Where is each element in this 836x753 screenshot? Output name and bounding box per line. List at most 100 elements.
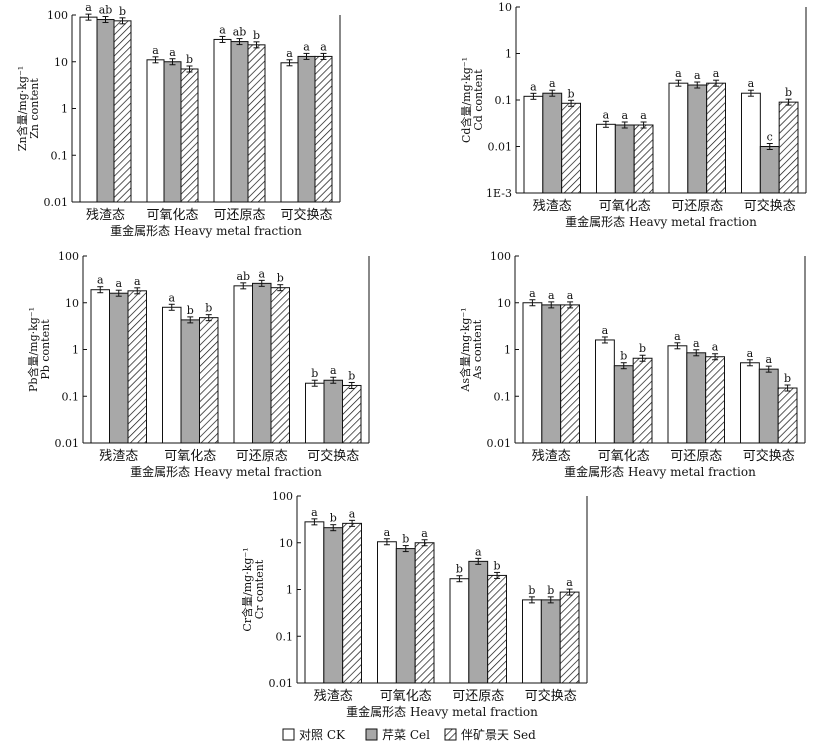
significance-letter: a xyxy=(693,337,700,350)
x-axis-title: 重金属形态 Heavy metal fraction xyxy=(130,464,322,479)
significance-letter: a xyxy=(115,277,122,290)
significance-letter: ab xyxy=(99,4,113,17)
significance-letter: a xyxy=(320,40,327,53)
y-tick-label: 1 xyxy=(504,344,511,357)
significance-letter: a xyxy=(475,545,482,558)
x-axis-title: 重金属形态 Heavy metal fraction xyxy=(110,223,302,238)
x-tick-label: 残渣态 xyxy=(532,449,571,464)
significance-letter: a xyxy=(168,291,175,304)
legend-swatch-cel xyxy=(365,728,378,741)
bar-cel xyxy=(540,599,561,684)
bar-cel xyxy=(96,19,115,203)
bar-sed xyxy=(314,55,333,203)
significance-letter: b xyxy=(348,369,355,382)
significance-letter: a xyxy=(169,46,176,59)
y-tick-label: 0.1 xyxy=(51,149,69,162)
bar-sed xyxy=(561,102,582,194)
significance-letter: b xyxy=(187,304,194,317)
significance-letter: a xyxy=(311,506,318,519)
x-tick-label: 可氧化态 xyxy=(598,449,650,464)
y-tick-label: 0.01 xyxy=(488,141,513,154)
y-tick-label: 100 xyxy=(490,250,511,263)
legend-label-sed: 伴矿景天 Sed xyxy=(461,728,536,742)
bar-ck xyxy=(522,302,543,444)
significance-letter: a xyxy=(219,23,226,36)
x-axis-title: 重金属形态 Heavy metal fraction xyxy=(564,464,756,479)
bar-cel xyxy=(230,41,249,203)
bar-sed xyxy=(270,287,290,444)
significance-letter: b xyxy=(639,342,646,355)
y-axis-subtitle: Pb content xyxy=(39,319,52,380)
significance-letter: ab xyxy=(233,26,247,39)
bar-sed xyxy=(632,357,653,444)
bar-cel xyxy=(542,92,563,194)
y-tick-label: 0.1 xyxy=(62,390,80,403)
y-tick-label: 1 xyxy=(61,103,68,116)
y-tick-label: 1 xyxy=(72,344,79,357)
bar-ck xyxy=(305,382,325,444)
y-tick-label: 0.01 xyxy=(269,677,294,690)
x-tick-label: 可还原态 xyxy=(670,449,722,464)
significance-letter: a xyxy=(330,364,337,377)
significance-letter: b xyxy=(547,584,554,597)
bar-sed xyxy=(342,522,362,684)
bar-sed xyxy=(777,387,798,444)
significance-letter: a xyxy=(602,324,609,337)
significance-letter: a xyxy=(640,109,647,122)
x-tick-label: 残渣态 xyxy=(86,208,125,223)
x-tick-label: 可交换态 xyxy=(744,198,796,214)
legend-label-ck: 对照 CK xyxy=(299,728,346,742)
significance-letter: a xyxy=(286,47,293,60)
y-axis-title: Zn含量/mg·kg⁻¹ xyxy=(15,66,29,151)
x-tick-label: 残渣态 xyxy=(533,199,572,214)
significance-letter: a xyxy=(748,77,755,90)
bar-cel xyxy=(252,282,272,444)
y-axis-subtitle: Cd content xyxy=(472,69,485,131)
bar-sed xyxy=(560,304,581,444)
significance-letter: a xyxy=(349,507,356,520)
bar-cel xyxy=(163,61,182,203)
x-tick-label: 可交换态 xyxy=(525,688,577,704)
significance-letter: b xyxy=(784,372,791,385)
significance-letter: b xyxy=(186,53,193,66)
y-tick-label: 10 xyxy=(498,1,512,14)
significance-letter: a xyxy=(303,40,310,53)
significance-letter: b xyxy=(494,559,501,572)
bar-ck xyxy=(90,289,110,444)
significance-letter: c xyxy=(767,131,773,144)
x-tick-label: 可还原态 xyxy=(236,449,288,464)
significance-letter: ab xyxy=(236,270,250,283)
x-tick-label: 可交换态 xyxy=(307,448,359,464)
significance-letter: b xyxy=(402,533,409,546)
legend: 对照 CK 芹菜 Cel 伴矿景天 Sed xyxy=(282,728,536,742)
y-tick-label: 10 xyxy=(279,537,293,550)
significance-letter: a xyxy=(713,67,720,80)
legend-label-cel: 芹菜 Cel xyxy=(382,728,430,742)
bar-cel xyxy=(323,527,344,684)
significance-letter: b xyxy=(620,350,627,363)
x-tick-label: 可还原态 xyxy=(213,208,265,223)
significance-letter: a xyxy=(765,353,772,366)
y-axis-title: Pb含量/mg·kg⁻¹ xyxy=(26,307,40,392)
significance-letter: a xyxy=(567,289,574,302)
bar-ck xyxy=(146,59,165,203)
significance-letter: a xyxy=(675,67,682,80)
significance-letter: a xyxy=(694,69,701,82)
y-tick-label: 0.1 xyxy=(494,390,512,403)
y-tick-label: 100 xyxy=(272,490,293,503)
bar-ck xyxy=(741,92,761,194)
significance-letter: a xyxy=(603,108,610,121)
bar-cel xyxy=(395,548,416,684)
y-tick-label: 0.01 xyxy=(487,437,512,450)
bar-sed xyxy=(414,542,435,684)
bar-sed xyxy=(487,574,507,684)
x-tick-label: 可还原态 xyxy=(671,199,723,214)
bar-cel xyxy=(613,365,634,444)
bar-sed xyxy=(706,82,727,194)
significance-letter: a xyxy=(258,267,265,280)
significance-letter: b xyxy=(311,367,318,380)
